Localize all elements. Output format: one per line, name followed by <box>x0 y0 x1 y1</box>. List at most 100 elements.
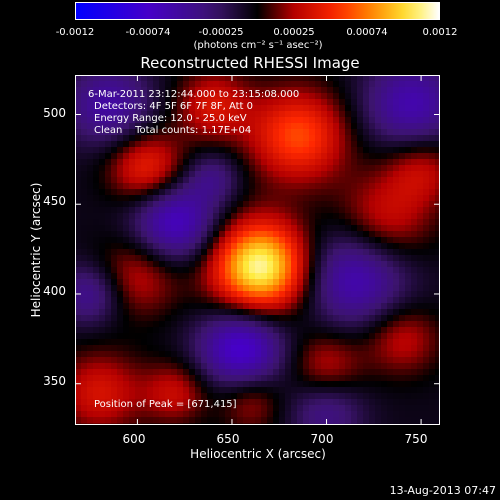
image-pixel <box>381 381 388 388</box>
image-pixel <box>153 291 160 298</box>
image-pixel <box>357 81 364 88</box>
image-pixel <box>393 291 400 298</box>
image-pixel <box>339 315 346 322</box>
image-pixel <box>399 225 406 232</box>
image-pixel <box>111 81 118 88</box>
image-pixel <box>177 273 184 280</box>
image-pixel <box>297 255 304 262</box>
image-pixel <box>135 303 142 310</box>
image-pixel <box>327 195 334 202</box>
image-pixel <box>375 249 382 256</box>
image-pixel <box>423 273 430 280</box>
image-pixel <box>201 291 208 298</box>
image-pixel <box>183 171 190 178</box>
image-pixel <box>135 387 142 394</box>
image-pixel <box>285 237 292 244</box>
image-pixel <box>303 117 310 124</box>
image-pixel <box>177 267 184 274</box>
image-pixel <box>81 159 88 166</box>
image-pixel <box>225 117 232 124</box>
image-pixel <box>207 159 214 166</box>
image-pixel <box>273 417 280 424</box>
image-pixel <box>171 231 178 238</box>
image-pixel <box>303 411 310 418</box>
image-pixel <box>111 381 118 388</box>
image-pixel <box>363 123 370 130</box>
image-pixel <box>87 231 94 238</box>
image-pixel <box>75 159 82 166</box>
image-pixel <box>129 117 136 124</box>
image-pixel <box>75 315 82 322</box>
image-pixel <box>327 147 334 154</box>
image-pixel <box>165 219 172 226</box>
image-pixel <box>381 375 388 382</box>
image-pixel <box>219 309 226 316</box>
image-pixel <box>273 423 280 425</box>
image-pixel <box>363 303 370 310</box>
image-pixel <box>231 399 238 406</box>
image-pixel <box>429 339 436 346</box>
image-pixel <box>141 225 148 232</box>
image-pixel <box>435 279 440 286</box>
image-pixel <box>399 369 406 376</box>
image-pixel <box>141 411 148 418</box>
image-pixel <box>303 171 310 178</box>
image-pixel <box>309 189 316 196</box>
image-pixel <box>411 417 418 424</box>
image-pixel <box>195 81 202 88</box>
image-pixel <box>435 75 440 82</box>
image-pixel <box>135 375 142 382</box>
image-pixel <box>375 333 382 340</box>
image-pixel <box>261 219 268 226</box>
image-pixel <box>429 231 436 238</box>
image-pixel <box>363 183 370 190</box>
image-pixel <box>393 357 400 364</box>
image-pixel <box>393 111 400 118</box>
image-pixel <box>123 189 130 196</box>
image-pixel <box>273 261 280 268</box>
image-pixel <box>219 201 226 208</box>
image-pixel <box>195 351 202 358</box>
image-pixel <box>381 267 388 274</box>
image-pixel <box>249 81 256 88</box>
image-pixel <box>81 165 88 172</box>
image-pixel <box>405 159 412 166</box>
image-pixel <box>423 327 430 334</box>
image-pixel <box>327 261 334 268</box>
image-pixel <box>351 417 358 424</box>
image-pixel <box>81 405 88 412</box>
image-pixel <box>435 321 440 328</box>
image-pixel <box>375 177 382 184</box>
image-pixel <box>231 159 238 166</box>
image-pixel <box>291 225 298 232</box>
image-pixel <box>279 345 286 352</box>
image-pixel <box>75 243 82 250</box>
image-pixel <box>405 93 412 100</box>
image-pixel <box>207 315 214 322</box>
image-pixel <box>393 279 400 286</box>
image-pixel <box>141 219 148 226</box>
image-pixel <box>195 357 202 364</box>
image-pixel <box>327 213 334 220</box>
image-pixel <box>339 111 346 118</box>
image-pixel <box>153 381 160 388</box>
image-pixel <box>81 225 88 232</box>
image-pixel <box>423 249 430 256</box>
image-pixel <box>375 345 382 352</box>
image-pixel <box>339 255 346 262</box>
image-pixel <box>375 219 382 226</box>
image-pixel <box>99 405 106 412</box>
image-pixel <box>381 147 388 154</box>
image-pixel <box>405 315 412 322</box>
image-pixel <box>123 339 130 346</box>
image-pixel <box>387 207 394 214</box>
image-pixel <box>111 147 118 154</box>
image-pixel <box>189 345 196 352</box>
image-pixel <box>327 219 334 226</box>
image-pixel <box>321 291 328 298</box>
image-pixel <box>99 111 106 118</box>
image-pixel <box>135 339 142 346</box>
image-pixel <box>363 399 370 406</box>
image-pixel <box>357 99 364 106</box>
image-pixel <box>201 81 208 88</box>
